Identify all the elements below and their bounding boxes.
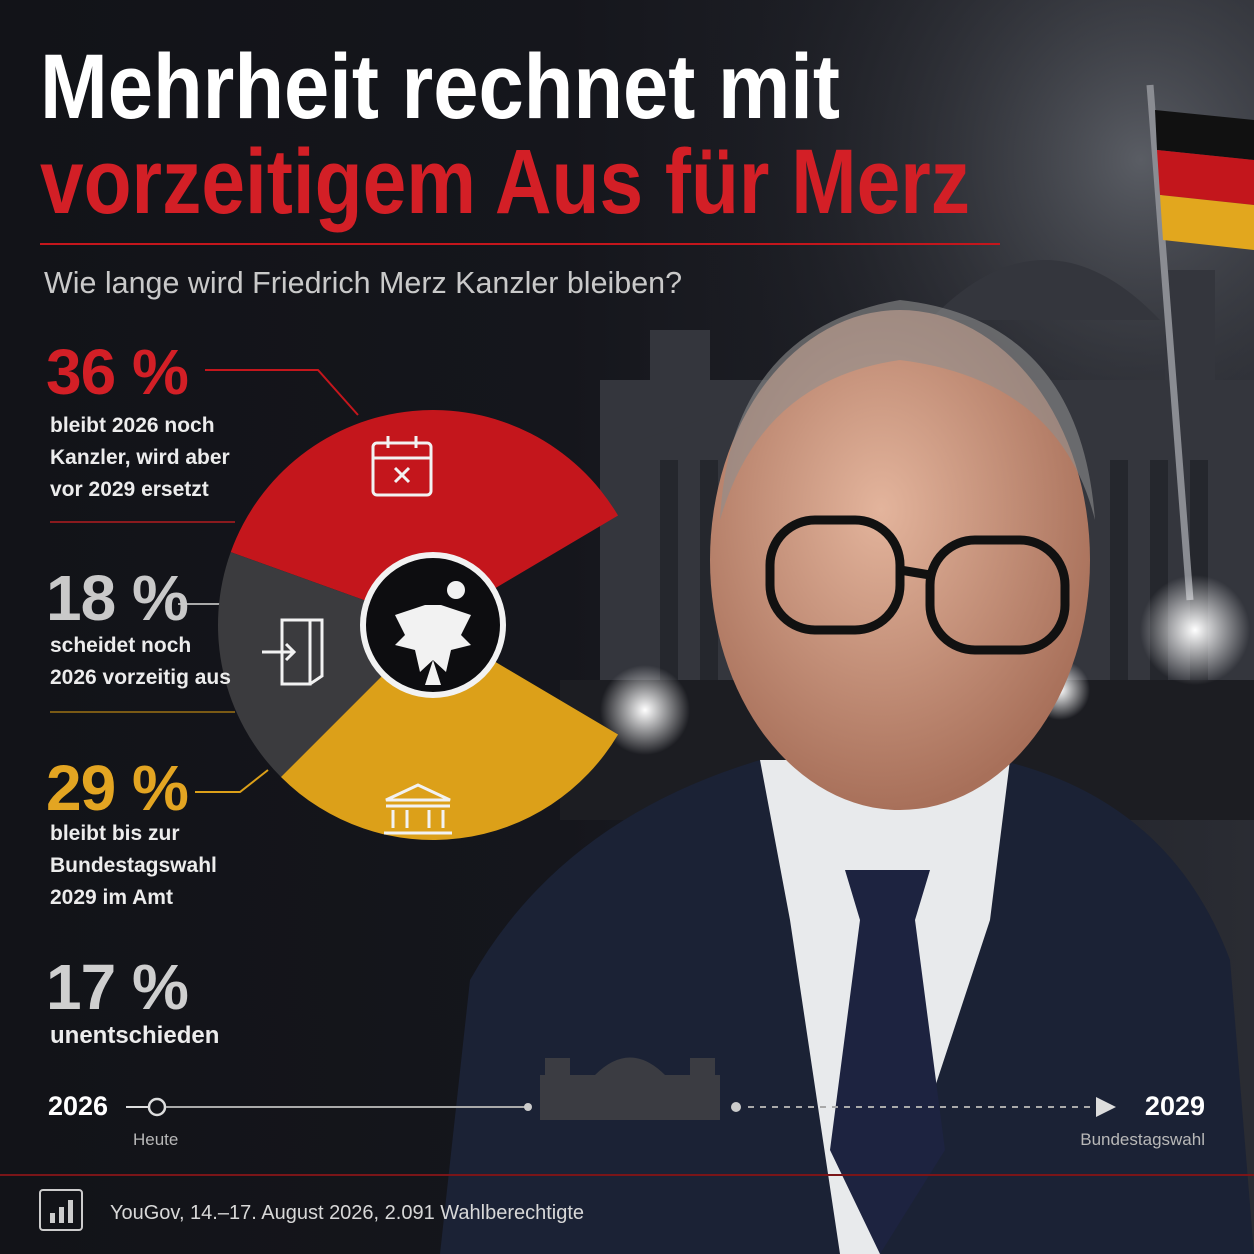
leader-line — [205, 369, 359, 416]
value-label: 17 % — [46, 951, 189, 1023]
category-label: scheidet noch 2026 vorzeitig aus — [50, 634, 231, 689]
category-label: unentschieden — [50, 1022, 220, 1049]
reichstag-icon — [540, 1057, 720, 1120]
source: YouGov, 14.–17. August 2026, 2.091 Wahlb… — [110, 1202, 585, 1224]
timeline-dot — [524, 1103, 532, 1111]
value-label: 29 % — [46, 752, 189, 824]
building-icon — [384, 783, 452, 835]
donut — [218, 410, 619, 840]
timeline-dot — [731, 1102, 741, 1112]
timeline-end-year: 2029 — [1144, 1091, 1205, 1121]
flag-gold — [1160, 195, 1254, 250]
timeline-start — [147, 1097, 167, 1117]
leader-line — [195, 769, 269, 793]
camera-flash — [600, 665, 690, 755]
category-label: bleibt bis zur Bundestagswahl 2029 im Am… — [50, 822, 217, 909]
exit-icon — [262, 618, 324, 686]
flag-black — [1155, 110, 1254, 160]
donut-segment — [280, 660, 619, 840]
timeline-start-label: Heute — [133, 1130, 179, 1149]
value-label: 18 % — [46, 562, 189, 634]
value-label: 36 % — [46, 336, 189, 408]
timeline-end-label: Bundestagswahl — [1080, 1130, 1205, 1149]
calendar-icon — [371, 436, 433, 497]
eagle-emblem — [395, 581, 471, 685]
camera-flash — [1140, 575, 1250, 685]
glasses — [765, 515, 1070, 655]
flag-red — [1157, 150, 1254, 205]
hair — [720, 300, 1095, 520]
title-line-2: vorzeitigem Aus für Merz — [40, 131, 970, 233]
subtitle: Wie lange wird Friedrich Merz Kanzler bl… — [44, 265, 682, 300]
title-line-1: Mehrheit rechnet mit — [40, 36, 840, 138]
donut-segment — [218, 552, 384, 778]
tie — [830, 870, 945, 1254]
chart-icon — [39, 1189, 83, 1231]
flag-pole — [1146, 84, 1194, 601]
chart-icon-bars — [50, 1200, 73, 1223]
category-label: bleibt 2026 noch Kanzler, wird aber vor … — [50, 414, 230, 501]
donut-segment — [230, 410, 619, 602]
timeline-start-year: 2026 — [48, 1091, 109, 1121]
timeline-arrow — [1096, 1097, 1116, 1117]
